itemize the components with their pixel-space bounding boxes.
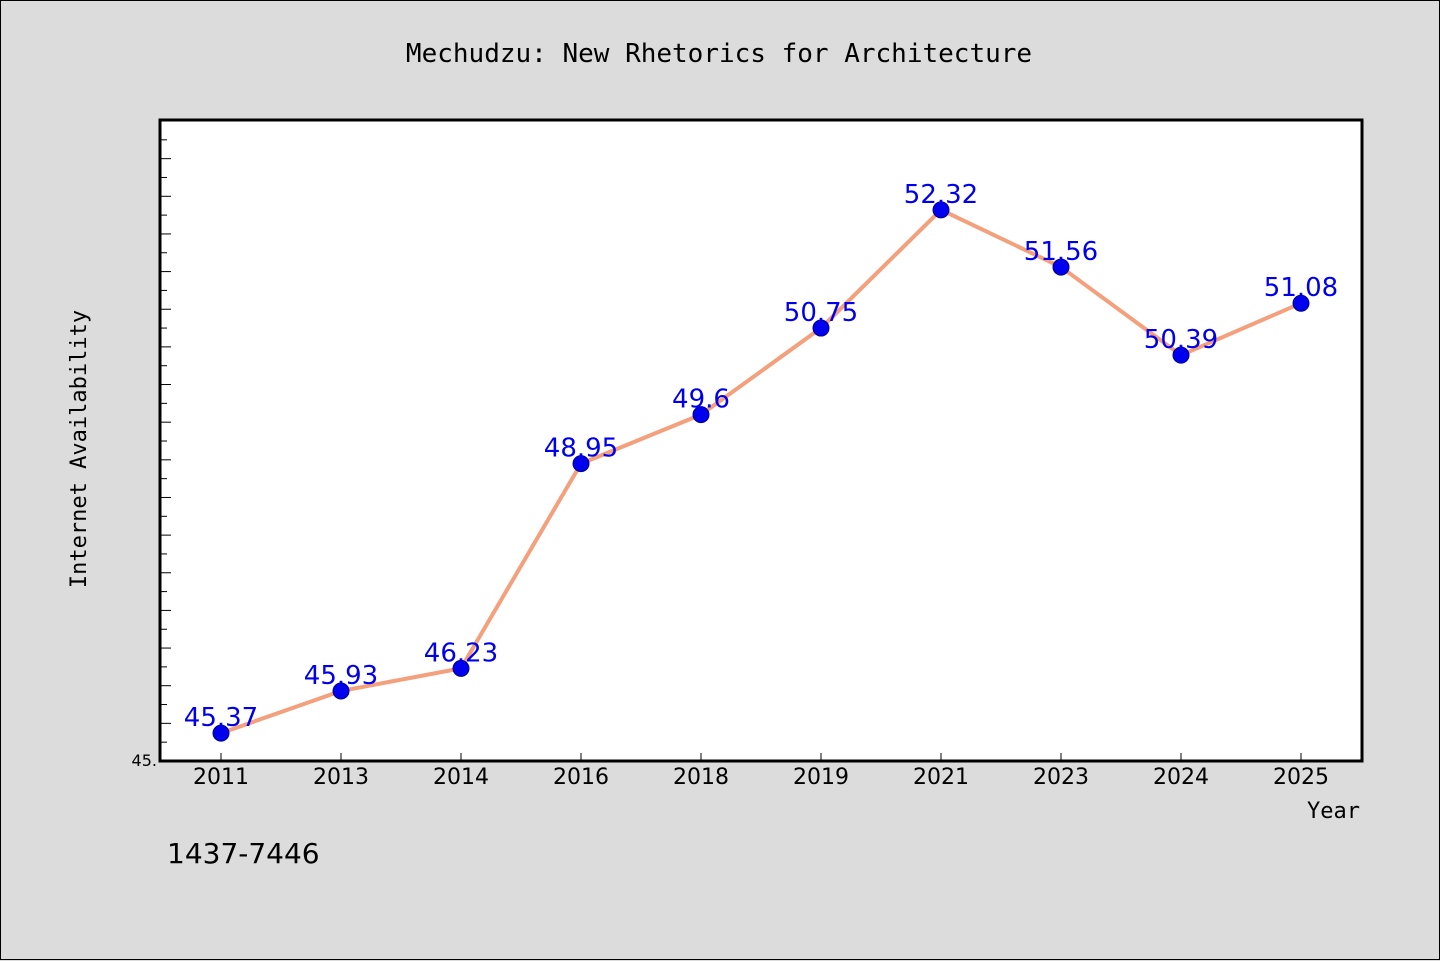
data-point-2023 (1052, 258, 1070, 276)
data-label-2018: 49.6 (672, 385, 730, 415)
x-tick-label-2011: 2011 (193, 765, 249, 790)
data-label-2011: 45.37 (184, 703, 258, 733)
plot-area (158, 118, 1364, 763)
data-point-2024 (1172, 346, 1190, 364)
footnote-code: 1437-7446 (167, 837, 320, 870)
data-label-2016: 48.95 (544, 434, 618, 464)
data-point-2016 (572, 455, 590, 473)
x-tick-label-2016: 2016 (553, 765, 609, 790)
data-labels: 45.37 45.93 46.23 48.95 49.6 50.75 52.32 51.56 5… (184, 180, 1338, 733)
series-markers (212, 201, 1310, 742)
data-label-2023: 51.56 (1024, 237, 1098, 267)
data-label-2013: 45.93 (304, 661, 378, 691)
data-point-2025 (1292, 294, 1310, 312)
x-tick-label-2021: 2021 (913, 765, 969, 790)
data-label-2019: 50.75 (784, 298, 858, 328)
x-tick-label-2013: 2013 (313, 765, 369, 790)
chart-title: Mechudzu: New Rhetorics for Architecture (406, 39, 1032, 69)
y-tick-label: 45. (132, 751, 157, 770)
x-tick-label-2018: 2018 (673, 765, 729, 790)
data-label-2014: 46.23 (424, 638, 498, 668)
data-point-2013 (332, 682, 350, 700)
data-point-2018 (692, 406, 710, 424)
x-tick-label-2019: 2019 (793, 765, 849, 790)
x-tick-label-2024: 2024 (1153, 765, 1209, 790)
y-axis-ticks: 45. (132, 120, 171, 770)
data-point-2021 (932, 201, 950, 219)
data-point-2014 (452, 659, 470, 677)
data-label-2021: 52.32 (904, 180, 978, 210)
x-axis-label: Year (1307, 799, 1360, 824)
x-axis-ticks: 2011 2013 2014 2016 2018 2019 2021 2023 2024 2025 (193, 753, 1329, 790)
x-tick-label-2023: 2023 (1033, 765, 1089, 790)
series-line (219, 207, 1303, 736)
data-point-2011 (212, 724, 230, 742)
data-label-2024: 50.39 (1144, 325, 1218, 355)
data-label-2025: 51.08 (1264, 273, 1338, 303)
x-tick-label-2025: 2025 (1273, 765, 1329, 790)
x-tick-label-2014: 2014 (433, 765, 489, 790)
y-axis-label: Internet Availability (67, 310, 92, 588)
series-polyline (219, 207, 1303, 736)
data-point-2019 (812, 319, 830, 337)
